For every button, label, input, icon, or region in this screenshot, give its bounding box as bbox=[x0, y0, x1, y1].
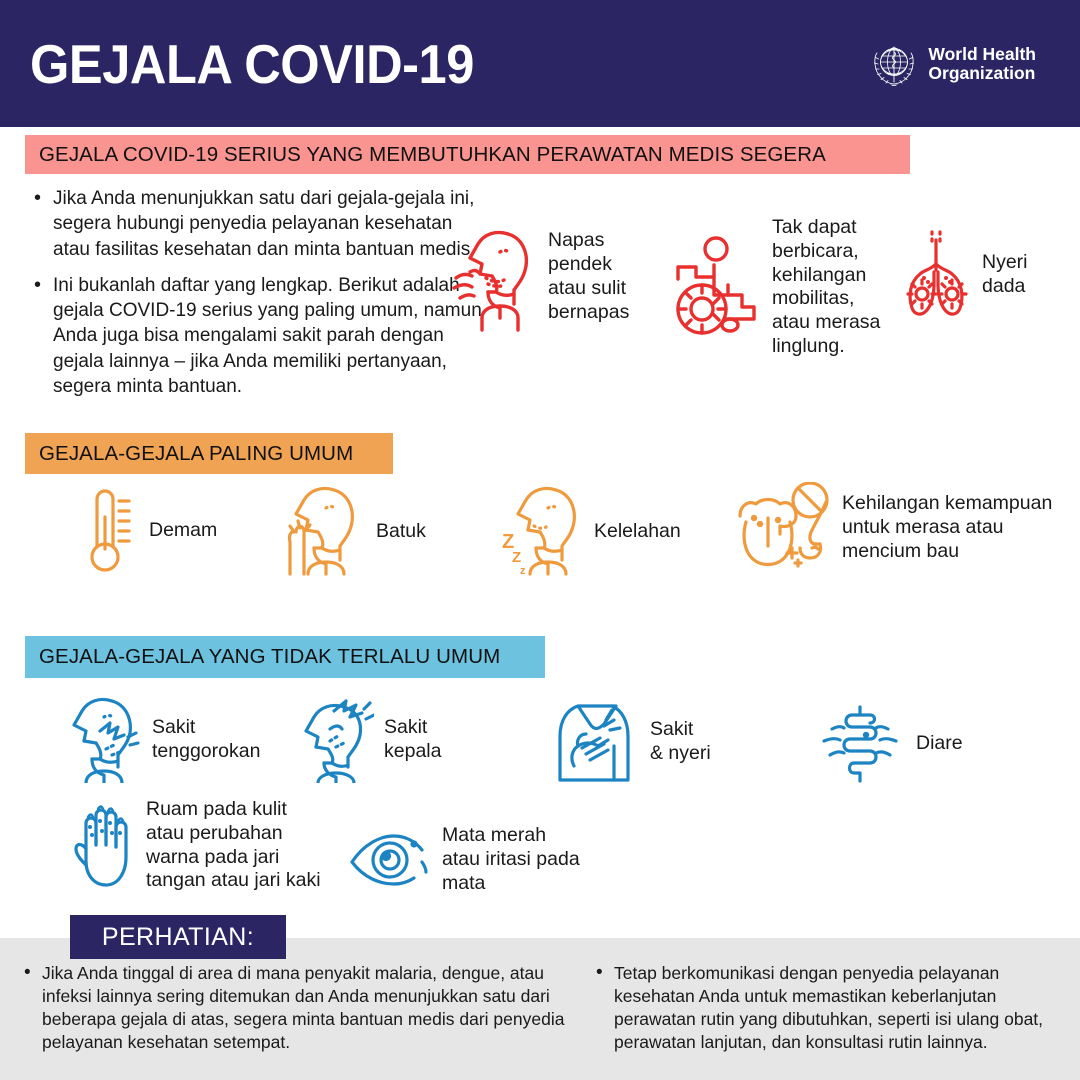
section-banner-less-common: GEJALA-GEJALA YANG TIDAK TERLALU UMUM bbox=[25, 636, 545, 678]
who-logo-text: World Health Organization bbox=[928, 43, 1036, 83]
hand-rash-icon bbox=[74, 804, 128, 887]
sore-throat-icon bbox=[72, 697, 140, 783]
list-item: Tetap berkomunikasi dengan penyedia pela… bbox=[592, 960, 1072, 1054]
symptom-breathing-difficulty: Napas pendek atau sulit bernapas bbox=[452, 222, 629, 332]
symptom-label: Napas pendek atau sulit bernapas bbox=[548, 229, 630, 323]
symptom-label: Demam bbox=[149, 519, 218, 542]
symptom-chest-pain: Nyeri dada bbox=[900, 226, 1028, 324]
who-logo: World Health Organization bbox=[869, 39, 1036, 89]
symptom-label: Ruam pada kulit atau perubahan warna pad… bbox=[146, 798, 321, 892]
who-logo-line1: World Health bbox=[928, 43, 1036, 64]
symptom-label: Sakit tenggorokan bbox=[152, 716, 261, 762]
symptom-loss-of-smell-taste: Kehilangan kemampuan untuk merasa atau m… bbox=[726, 482, 1052, 574]
red-eye-icon bbox=[350, 834, 428, 886]
symptom-label: Sakit & nyeri bbox=[650, 718, 711, 764]
wheelchair-icon bbox=[676, 236, 756, 336]
symptom-fatigue: Z Z z Kelelahan bbox=[500, 486, 681, 578]
page-title: GEJALA COVID-19 bbox=[30, 32, 474, 95]
symptom-label: Nyeri dada bbox=[982, 251, 1028, 297]
symptom-diarrhea: Diare bbox=[818, 705, 963, 783]
headache-icon bbox=[304, 699, 374, 783]
symptom-headache: Sakit kepala bbox=[300, 697, 441, 783]
lungs-icon bbox=[906, 230, 968, 316]
breathing-difficulty-icon bbox=[452, 230, 529, 332]
symptom-label: Kelelahan bbox=[594, 520, 681, 543]
symptom-label: Mata merah atau iritasi pada mata bbox=[442, 824, 580, 894]
svg-text:z: z bbox=[520, 565, 526, 577]
svg-text:Z: Z bbox=[502, 531, 514, 553]
thermometer-icon bbox=[90, 489, 131, 572]
section-banner-common: GEJALA-GEJALA PALING UMUM bbox=[25, 433, 393, 474]
symptom-label: Kehilangan kemampuan untuk merasa atau m… bbox=[842, 492, 1053, 562]
header-bar: GEJALA COVID-19 bbox=[0, 0, 1080, 127]
footer-left-column: Jika Anda tinggal di area di mana penyak… bbox=[20, 960, 580, 1054]
symptom-label: Tak dapat berbicara, kehilangan mobilita… bbox=[772, 216, 881, 357]
fatigue-sleep-icon: Z Z z bbox=[502, 486, 576, 577]
symptom-red-eye: Mata merah atau iritasi pada mata bbox=[348, 824, 580, 895]
symptom-skin-rash: Ruam pada kulit atau perubahan warna pad… bbox=[70, 798, 321, 893]
symptom-label: Diare bbox=[916, 732, 963, 755]
symptom-sore-throat: Sakit tenggorokan bbox=[68, 697, 260, 783]
symptom-label: Sakit kepala bbox=[384, 716, 442, 762]
symptom-body-aches: Sakit & nyeri bbox=[556, 700, 711, 784]
serious-description: Jika Anda menunjukkan satu dari gejala-g… bbox=[30, 185, 490, 410]
svg-text:Z: Z bbox=[512, 549, 521, 566]
symptom-cough: Batuk bbox=[282, 486, 426, 578]
who-emblem-icon bbox=[874, 46, 915, 86]
symptom-label: Batuk bbox=[376, 520, 426, 543]
symptom-fever: Demam bbox=[85, 487, 217, 575]
list-item: Jika Anda menunjukkan satu dari gejala-g… bbox=[30, 185, 490, 262]
footer-right-column: Tetap berkomunikasi dengan penyedia pela… bbox=[592, 960, 1072, 1054]
section-banner-serious: GEJALA COVID-19 SERIUS YANG MEMBUTUHKAN … bbox=[25, 135, 910, 174]
intestine-diarrhea-icon bbox=[822, 705, 898, 783]
list-item: Jika Anda tinggal di area di mana penyak… bbox=[20, 960, 580, 1054]
who-logo-line2: Organization bbox=[928, 62, 1036, 83]
cough-icon bbox=[287, 486, 354, 576]
list-item: Ini bukanlah daftar yang lengkap. Beriku… bbox=[30, 272, 490, 399]
body-aches-icon bbox=[558, 704, 630, 782]
loss-of-smell-taste-icon bbox=[738, 482, 829, 568]
symptom-mobility-loss: Tak dapat berbicara, kehilangan mobilita… bbox=[670, 216, 880, 359]
notice-badge: PERHATIAN: bbox=[70, 915, 286, 959]
